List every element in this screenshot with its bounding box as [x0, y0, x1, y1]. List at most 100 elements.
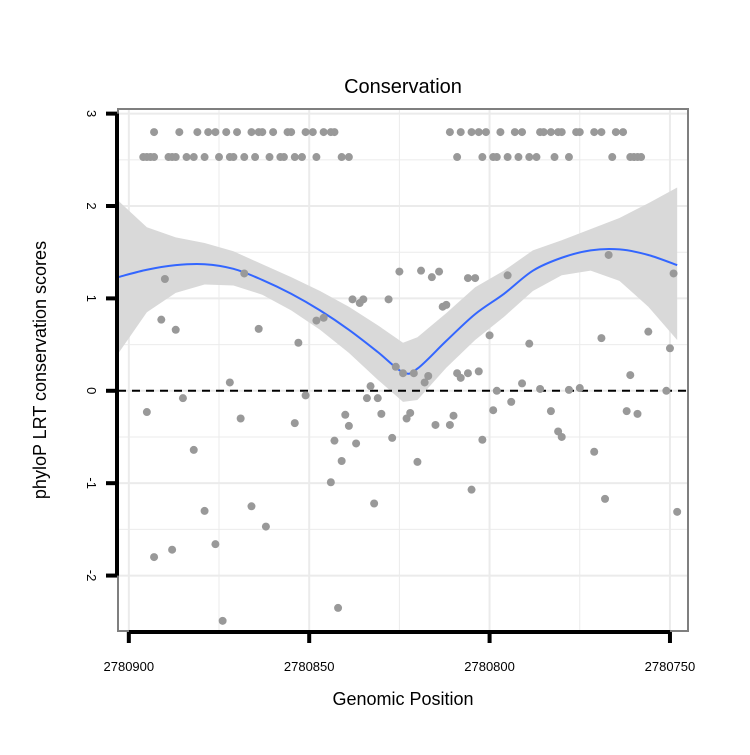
- data-point: [456, 373, 465, 382]
- data-point: [352, 439, 361, 448]
- data-point: [215, 153, 224, 162]
- data-point: [496, 128, 505, 137]
- data-point: [431, 420, 440, 429]
- data-point: [301, 128, 310, 137]
- data-point: [326, 478, 335, 487]
- data-point: [157, 315, 166, 324]
- data-point: [142, 408, 151, 417]
- data-point: [463, 274, 472, 283]
- data-point: [481, 128, 490, 137]
- data-point: [334, 603, 343, 612]
- data-point: [409, 369, 418, 378]
- data-point: [601, 494, 610, 503]
- data-point: [453, 153, 462, 162]
- x-tick-label: 2780850: [284, 659, 335, 674]
- data-point: [546, 128, 555, 137]
- data-point: [608, 153, 617, 162]
- data-point: [178, 394, 187, 403]
- data-point: [564, 153, 573, 162]
- data-point: [546, 407, 555, 416]
- x-axis-title: Genomic Position: [332, 689, 473, 709]
- data-point: [424, 372, 433, 381]
- data-point: [619, 128, 628, 137]
- data-point: [348, 295, 357, 304]
- data-point: [550, 153, 559, 162]
- data-point: [225, 378, 234, 387]
- y-tick-label: 0: [84, 387, 99, 394]
- data-point: [597, 334, 606, 343]
- data-point: [507, 397, 516, 406]
- data-point: [399, 369, 407, 378]
- data-point: [445, 128, 454, 137]
- data-point: [211, 540, 220, 549]
- data-point: [279, 153, 288, 162]
- data-point: [200, 153, 209, 162]
- data-point: [366, 382, 375, 391]
- data-point: [388, 433, 397, 442]
- data-point: [240, 269, 249, 278]
- data-point: [391, 362, 400, 371]
- data-point: [251, 153, 260, 162]
- data-point: [510, 128, 519, 137]
- y-axis-title: phyloP LRT conservation scores: [30, 241, 50, 499]
- data-point: [377, 409, 386, 418]
- data-point: [222, 128, 231, 137]
- y-tick-label: -1: [84, 477, 99, 489]
- data-point: [644, 327, 653, 336]
- data-point: [359, 295, 368, 304]
- confidence-band-layer: [118, 187, 678, 402]
- data-point: [384, 295, 393, 304]
- data-point: [175, 128, 184, 137]
- data-point: [518, 379, 527, 388]
- point-layer: [139, 128, 682, 625]
- data-point: [518, 128, 527, 137]
- chart-title: Conservation: [344, 76, 462, 98]
- data-point: [489, 406, 498, 415]
- data-point: [247, 128, 256, 137]
- data-point: [442, 300, 451, 309]
- data-point: [673, 507, 682, 516]
- data-point: [160, 274, 169, 283]
- data-point: [233, 128, 242, 137]
- data-point: [456, 128, 465, 137]
- data-point: [503, 153, 512, 162]
- data-point: [557, 128, 566, 137]
- data-point: [445, 420, 454, 429]
- data-point: [301, 391, 310, 400]
- data-point: [417, 266, 426, 275]
- data-point: [204, 128, 213, 137]
- data-point: [344, 421, 353, 430]
- data-point: [492, 386, 501, 395]
- data-point: [171, 325, 180, 334]
- data-point: [604, 250, 613, 259]
- data-point: [626, 371, 635, 380]
- data-point: [420, 378, 429, 387]
- data-point: [229, 153, 238, 162]
- data-point: [150, 153, 159, 162]
- data-point: [597, 128, 606, 137]
- data-point: [200, 506, 209, 515]
- data-point: [344, 153, 353, 162]
- data-point: [514, 153, 523, 162]
- data-point: [265, 153, 274, 162]
- data-point: [254, 324, 263, 333]
- data-point: [449, 411, 458, 420]
- data-point: [236, 414, 245, 423]
- data-point: [330, 128, 339, 137]
- data-point: [168, 545, 177, 554]
- data-point: [590, 128, 599, 137]
- y-tick-label: 1: [84, 295, 99, 302]
- data-point: [669, 269, 678, 278]
- data-point: [474, 367, 483, 376]
- data-point: [492, 153, 501, 162]
- data-point: [261, 522, 270, 531]
- data-point: [478, 153, 487, 162]
- data-point: [413, 457, 422, 466]
- x-tick-label: 2780900: [104, 659, 155, 674]
- data-point: [330, 436, 339, 445]
- data-point: [478, 435, 487, 444]
- data-point: [474, 128, 483, 137]
- confidence-band: [118, 187, 678, 402]
- data-point: [290, 153, 299, 162]
